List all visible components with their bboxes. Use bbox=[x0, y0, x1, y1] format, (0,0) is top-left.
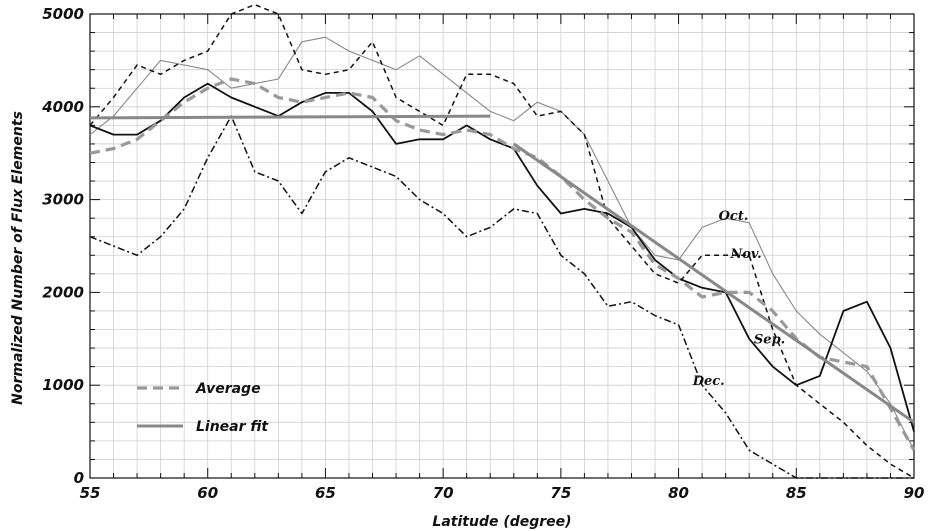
plot-frame bbox=[89, 13, 915, 479]
series-annotation: Dec. bbox=[692, 374, 725, 389]
x-tick-label: 65 bbox=[315, 484, 336, 502]
series-line-nov bbox=[89, 3, 915, 479]
legend-label: Average bbox=[195, 381, 261, 397]
series-annotations: Oct. Nov. Sep. Dec. bbox=[692, 209, 785, 389]
x-tick-label: 85 bbox=[786, 484, 807, 502]
x-axis-title: Latitude (degree) bbox=[432, 514, 571, 530]
series-annotation: Oct. bbox=[719, 209, 749, 224]
y-axis-title: Normalized Number of Flux Elements bbox=[10, 111, 26, 405]
y-tick-label: 4000 bbox=[41, 98, 84, 116]
series-line-linear-fit bbox=[512, 142, 915, 424]
x-tick-label: 55 bbox=[80, 484, 101, 502]
series-line-dec bbox=[89, 115, 914, 479]
series-line-sep bbox=[89, 82, 915, 432]
series-annotation: Nov. bbox=[729, 247, 761, 262]
y-tick-label: 0 bbox=[74, 469, 84, 487]
series-line-oct bbox=[89, 36, 915, 451]
x-tick-label: 60 bbox=[197, 484, 218, 502]
series-annotation: Sep. bbox=[754, 332, 785, 347]
x-tick-label: 70 bbox=[433, 484, 454, 502]
series-line-average bbox=[89, 77, 916, 451]
x-tick-label: 75 bbox=[550, 484, 571, 502]
legend: Average Linear fit bbox=[137, 381, 269, 435]
series-line-linear-fit bbox=[89, 114, 491, 120]
axis-ticks: 55 60 65 70 75 80 85 90 0 1000 2000 3000 4000 5000 bbox=[41, 5, 924, 502]
y-tick-label: 1000 bbox=[42, 376, 84, 394]
x-tick-label: 90 bbox=[904, 484, 925, 502]
y-tick-label: 5000 bbox=[42, 5, 84, 23]
x-tick-label: 80 bbox=[668, 484, 689, 502]
grid bbox=[90, 14, 914, 478]
series-lines bbox=[89, 3, 916, 479]
legend-label: Linear fit bbox=[196, 419, 269, 435]
y-tick-label: 2000 bbox=[42, 283, 84, 301]
y-tick-label: 3000 bbox=[42, 191, 84, 209]
